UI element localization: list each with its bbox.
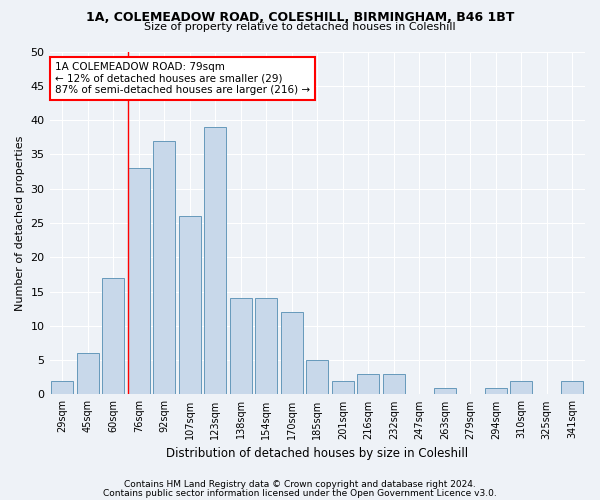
Bar	[485, 388, 506, 394]
Bar	[154, 140, 175, 394]
Bar	[103, 278, 124, 394]
Bar	[281, 312, 302, 394]
Bar	[434, 388, 455, 394]
Text: 1A, COLEMEADOW ROAD, COLESHILL, BIRMINGHAM, B46 1BT: 1A, COLEMEADOW ROAD, COLESHILL, BIRMINGH…	[86, 11, 514, 24]
Bar	[205, 127, 226, 394]
Bar	[230, 298, 251, 394]
Text: Contains HM Land Registry data © Crown copyright and database right 2024.: Contains HM Land Registry data © Crown c…	[124, 480, 476, 489]
Bar	[128, 168, 149, 394]
Bar	[358, 374, 379, 394]
Bar	[511, 380, 532, 394]
Bar	[383, 374, 404, 394]
Text: Contains public sector information licensed under the Open Government Licence v3: Contains public sector information licen…	[103, 488, 497, 498]
Bar	[562, 380, 583, 394]
Bar	[256, 298, 277, 394]
Bar	[307, 360, 328, 394]
Text: 1A COLEMEADOW ROAD: 79sqm
← 12% of detached houses are smaller (29)
87% of semi-: 1A COLEMEADOW ROAD: 79sqm ← 12% of detac…	[55, 62, 310, 95]
Bar	[77, 354, 98, 395]
Bar	[179, 216, 200, 394]
Bar	[332, 380, 353, 394]
Text: Size of property relative to detached houses in Coleshill: Size of property relative to detached ho…	[144, 22, 456, 32]
Bar	[52, 380, 73, 394]
Y-axis label: Number of detached properties: Number of detached properties	[15, 136, 25, 310]
X-axis label: Distribution of detached houses by size in Coleshill: Distribution of detached houses by size …	[166, 447, 469, 460]
